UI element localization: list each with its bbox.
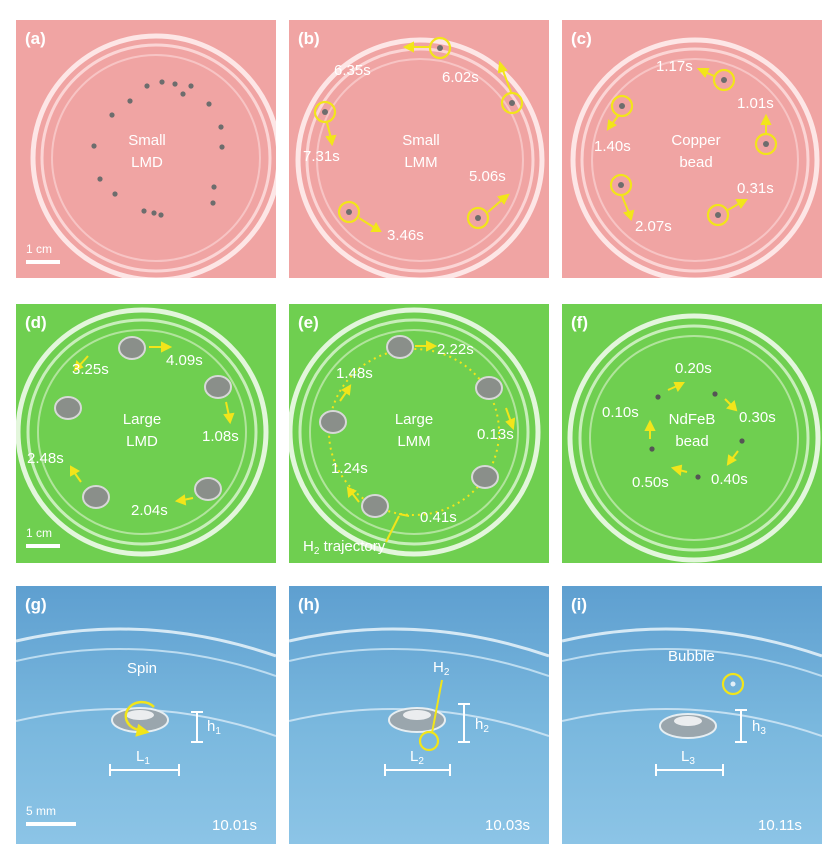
time-label: 2.48s — [27, 450, 64, 467]
sample-name: NdFeB bead — [668, 411, 716, 450]
panel-c: (c) Copper bead 1.17s 1.01s 1.40s 0.31s … — [562, 20, 822, 278]
time-label: 0.30s — [739, 409, 776, 426]
petri-dish-d — [16, 307, 269, 557]
arrows-d — [70, 341, 235, 506]
petri-dish-f — [567, 313, 821, 563]
time-label: 1.08s — [202, 428, 239, 445]
h2-label: H2 — [433, 659, 450, 678]
petri-dish-e — [289, 307, 541, 557]
length-marker — [109, 764, 180, 776]
time-label: 0.31s — [737, 180, 774, 197]
panel-i: (i) Bubble h3 L3 10.11s — [562, 586, 822, 844]
panel-d: (d) Large LMD 3.25s 4.09s 1.08s 2.48s 2.… — [16, 304, 276, 563]
time-label: 2.22s — [437, 341, 474, 358]
panel-label: (d) — [25, 313, 47, 332]
time-label: 0.13s — [477, 426, 514, 443]
sample-name: Copper bead — [671, 132, 721, 171]
panel-e: (e) Large LMM 2.22s 1.48s 0.13s 1.24s 0.… — [289, 304, 549, 563]
large-droplets-d — [54, 336, 232, 509]
panel-a: (a) Small LMD 1 cm — [16, 20, 276, 278]
panel-h: (h) H2 h2 L2 10.03s — [289, 586, 549, 844]
droplets-a — [91, 79, 225, 218]
length-marker — [655, 764, 724, 776]
panel-b: (b) Small LMM 6.35s 6.02s 7.31s 5.06s 3.… — [289, 20, 549, 278]
timestamp: 10.01s — [212, 817, 258, 834]
scale-label: 5 mm — [26, 804, 56, 818]
spin-arrow — [124, 700, 155, 737]
timestamp: 10.11s — [758, 817, 802, 834]
spin-label: Spin — [127, 660, 158, 677]
time-label: 6.35s — [334, 62, 371, 79]
time-label: 7.31s — [303, 148, 340, 165]
panel-label: (b) — [298, 29, 320, 48]
time-label: 1.24s — [331, 460, 368, 477]
panel-g: (g) Spin h1 L1 5 mm 10.01s — [16, 586, 276, 844]
panel-label: (a) — [25, 29, 46, 48]
side-view-g — [16, 627, 276, 776]
length-label: L2 — [410, 748, 424, 767]
side-view-i — [562, 627, 822, 776]
h2-trajectory-label: H2 trajectory — [303, 538, 386, 557]
panel-label: (g) — [25, 595, 47, 614]
height-label: h1 — [207, 718, 221, 737]
bubble-highlight — [721, 672, 745, 696]
time-label: 2.07s — [635, 218, 672, 235]
scale-label: 1 cm — [26, 242, 53, 256]
h2-pointer — [431, 679, 443, 734]
time-label: 6.02s — [442, 69, 479, 86]
bubble-label: Bubble — [668, 648, 715, 665]
highlight-circles-c — [609, 68, 778, 227]
time-label: 3.25s — [72, 361, 109, 378]
height-marker — [191, 711, 203, 743]
arrows-f — [644, 382, 739, 476]
time-label: 1.40s — [594, 138, 631, 155]
scale-bar — [26, 822, 76, 826]
height-marker — [735, 709, 747, 743]
arrows-e — [339, 340, 516, 543]
panel-label: (h) — [298, 595, 320, 614]
arrows-b — [325, 41, 512, 232]
panel-label: (f) — [571, 313, 588, 332]
scale-label: 1 cm — [26, 526, 53, 540]
scale-bar — [26, 544, 60, 548]
scale-bar — [26, 260, 60, 264]
time-label: 0.40s — [711, 471, 748, 488]
time-label: 1.48s — [336, 365, 373, 382]
panel-label: (i) — [571, 595, 588, 614]
length-label: L3 — [681, 748, 695, 767]
time-label: 5.06s — [469, 168, 506, 185]
time-label: 0.10s — [602, 404, 639, 421]
sample-name: Large LMD — [122, 411, 162, 450]
timestamp: 10.03s — [485, 817, 531, 834]
sample-name: Small LMM — [402, 132, 440, 171]
h2-bubble-highlight — [418, 730, 440, 752]
h2-trajectory-path — [328, 348, 500, 516]
panel-label: (c) — [571, 29, 592, 48]
length-label: L1 — [136, 748, 150, 767]
time-label: 0.41s — [420, 509, 457, 526]
time-label: 0.20s — [675, 360, 712, 377]
time-label: 2.04s — [131, 502, 168, 519]
arrows-c — [606, 68, 772, 221]
time-label: 4.09s — [166, 352, 203, 369]
highlight-circles-b — [313, 36, 524, 230]
panel-f: (f) NdFeB bead 0.20s 0.10s 0.30s 0.50s 0… — [562, 304, 822, 563]
petri-dish-a — [30, 33, 276, 278]
side-view-h — [289, 627, 549, 776]
time-label: 1.17s — [656, 58, 693, 75]
sample-name: Large LMM — [394, 411, 434, 450]
panel-label: (e) — [298, 313, 319, 332]
time-label: 3.46s — [387, 227, 424, 244]
time-label: 1.01s — [737, 95, 774, 112]
petri-dish-b — [295, 36, 545, 278]
length-marker — [384, 764, 451, 776]
time-label: 0.50s — [632, 474, 669, 491]
ndfeb-beads — [649, 391, 745, 480]
sample-name: Small LMD — [128, 132, 166, 171]
petri-dish-c — [570, 37, 820, 278]
height-marker — [458, 703, 470, 743]
large-droplets-e — [319, 335, 503, 518]
height-label: h2 — [475, 716, 489, 735]
height-label: h3 — [752, 718, 766, 737]
